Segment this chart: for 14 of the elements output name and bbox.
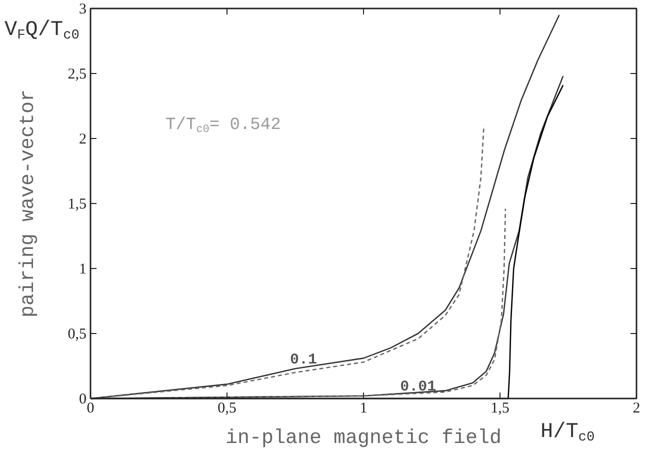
y-tick-label: 0,5 [68, 326, 86, 342]
y-axis-title: pairing wave-vector [17, 89, 40, 318]
x-tick-label: 1,5 [490, 400, 510, 416]
x-axis-title: in-plane magnetic field [225, 427, 502, 450]
annotation: 0.1 [290, 351, 317, 368]
x-tick-label: 2 [632, 400, 640, 416]
annotation: 0.01 [400, 378, 436, 396]
y-tick-label: 2,5 [68, 66, 86, 82]
x-tick-label: 1 [360, 400, 368, 416]
x-tick-label: 0,5 [218, 400, 236, 416]
y-tick-label: 2 [79, 132, 86, 148]
y-tick-label: 1,5 [68, 196, 86, 212]
y-tick-label: 1 [79, 262, 86, 278]
y-tick-label: 3 [79, 2, 86, 18]
